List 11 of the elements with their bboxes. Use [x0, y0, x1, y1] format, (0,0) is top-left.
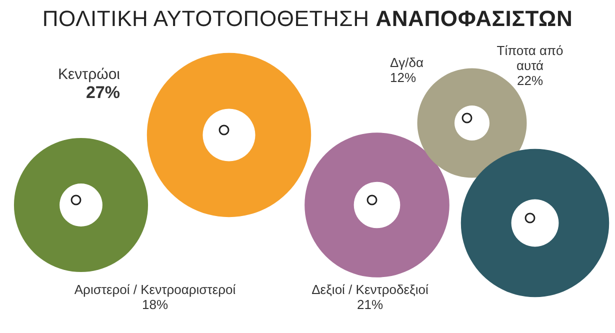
data-label: 12% — [390, 70, 416, 86]
category-label: Κεντρώοι — [56, 66, 120, 84]
category-label: Δγ/δα — [390, 55, 425, 71]
category-label: Δεξιοί / Κεντροδεξιοί — [310, 282, 430, 298]
data-label: 22% — [516, 72, 544, 89]
category-label: Αριστεροί / Κεντροαριστεροί — [73, 282, 237, 298]
category-label: Τίποτα από αυτά — [496, 43, 564, 74]
data-label: 27% — [84, 83, 120, 103]
text: ΠΟΛΙΤΙΚΗ ΑΥΤΟΤΟΠΟΘΕΤΗΣΗ ΑΝΑΠΟΦΑΣΙΣΤΩΝ — [42, 6, 573, 31]
data-label: 21% — [356, 296, 384, 313]
data-label: 18% — [140, 296, 168, 313]
